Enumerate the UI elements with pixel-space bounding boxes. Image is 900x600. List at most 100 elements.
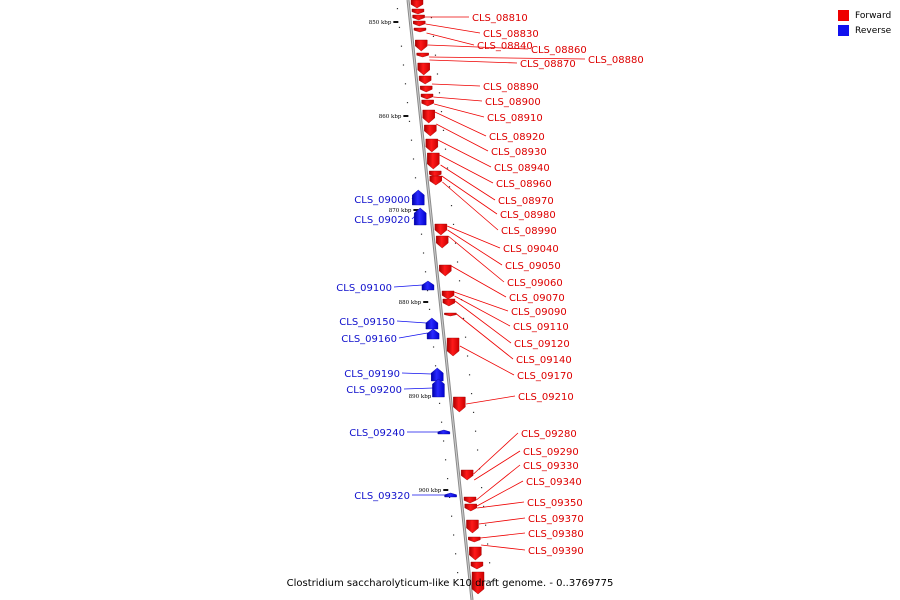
forward-gene[interactable] <box>410 0 424 9</box>
forward-gene[interactable] <box>417 62 430 76</box>
reverse-gene[interactable] <box>421 280 435 291</box>
forward-gene[interactable] <box>435 235 449 249</box>
forward-gene-label[interactable]: CLS_09090 <box>511 307 567 318</box>
forward-gene-label[interactable]: CLS_08810 <box>472 13 528 24</box>
leader-line <box>481 544 526 551</box>
legend-forward: Forward <box>838 8 891 23</box>
forward-gene[interactable] <box>441 290 455 300</box>
forward-gene[interactable] <box>425 138 439 153</box>
forward-gene-label[interactable]: CLS_09350 <box>527 498 583 509</box>
forward-gene-label[interactable]: CLS_08890 <box>483 82 539 93</box>
legend: Forward Reverse <box>838 8 891 38</box>
forward-gene-label[interactable]: CLS_08920 <box>489 132 545 143</box>
forward-gene-label[interactable]: CLS_09060 <box>507 278 563 289</box>
reverse-gene[interactable] <box>413 207 427 226</box>
reverse-gene-label[interactable]: CLS_09200 <box>346 385 402 396</box>
forward-gene[interactable] <box>466 519 479 534</box>
forward-gene-label[interactable]: CLS_08960 <box>496 179 552 190</box>
forward-gene-label[interactable]: CLS_08980 <box>500 210 556 221</box>
reverse-gene-label[interactable]: CLS_09240 <box>349 428 405 439</box>
leader-line <box>480 532 526 539</box>
forward-gene[interactable] <box>427 152 440 170</box>
leader-line <box>447 229 503 266</box>
forward-gene-label[interactable]: CLS_08900 <box>485 97 541 108</box>
forward-gene[interactable] <box>421 99 434 107</box>
forward-gene-label[interactable]: CLS_08860 <box>531 45 587 56</box>
reverse-gene-label[interactable]: CLS_09000 <box>354 195 410 206</box>
forward-gene-label[interactable]: CLS_08970 <box>498 196 554 207</box>
reverse-gene[interactable] <box>426 328 440 340</box>
forward-gene-label[interactable]: CLS_08840 <box>477 41 533 52</box>
reverse-gene-label[interactable]: CLS_09020 <box>354 215 410 226</box>
reverse-gene-label[interactable]: CLS_09100 <box>336 283 392 294</box>
reverse-swatch <box>838 25 849 36</box>
forward-gene-label[interactable]: CLS_09390 <box>528 546 584 557</box>
forward-gene-label[interactable]: CLS_09070 <box>509 293 565 304</box>
forward-gene[interactable] <box>422 109 435 124</box>
forward-gene[interactable] <box>416 52 429 58</box>
forward-gene[interactable] <box>442 298 456 307</box>
forward-gene[interactable] <box>434 223 448 236</box>
forward-gene[interactable] <box>420 93 434 100</box>
forward-gene[interactable] <box>415 39 428 52</box>
forward-gene-label[interactable]: CLS_08910 <box>487 113 543 124</box>
reverse-gene[interactable] <box>432 378 445 398</box>
forward-gene[interactable] <box>429 170 442 178</box>
forward-gene-label[interactable]: CLS_08830 <box>483 29 539 40</box>
forward-gene[interactable] <box>413 20 426 27</box>
tick-label: 870 kbp <box>389 208 412 214</box>
forward-gene[interactable] <box>471 571 485 595</box>
forward-gene[interactable] <box>463 496 477 504</box>
reverse-gene-label[interactable]: CLS_09150 <box>339 317 395 328</box>
forward-gene[interactable] <box>444 312 457 317</box>
forward-gene[interactable] <box>411 8 425 15</box>
leader-line <box>473 432 519 475</box>
forward-gene[interactable] <box>418 75 432 85</box>
forward-gene-label[interactable]: CLS_09340 <box>526 477 582 488</box>
leader-line <box>434 111 487 137</box>
forward-gene-label[interactable]: CLS_09170 <box>517 371 573 382</box>
forward-gene[interactable] <box>464 503 477 512</box>
leader-line <box>426 32 475 46</box>
forward-gene[interactable] <box>413 27 427 33</box>
forward-gene[interactable] <box>424 124 437 137</box>
forward-gene-label[interactable]: CLS_09140 <box>516 355 572 366</box>
reverse-gene[interactable] <box>437 429 451 435</box>
reverse-gene-label[interactable]: CLS_09160 <box>341 334 397 345</box>
forward-gene-label[interactable]: CLS_09210 <box>518 392 574 403</box>
reverse-gene[interactable] <box>431 367 444 382</box>
forward-gene-label[interactable]: CLS_08870 <box>520 59 576 70</box>
forward-gene[interactable] <box>453 396 466 413</box>
forward-gene-label[interactable]: CLS_09330 <box>523 461 579 472</box>
reverse-gene-label[interactable]: CLS_09190 <box>344 369 400 380</box>
forward-gene[interactable] <box>439 264 452 277</box>
forward-gene[interactable] <box>469 546 482 561</box>
forward-gene-label[interactable]: CLS_09380 <box>528 529 584 540</box>
forward-gene[interactable] <box>412 14 425 21</box>
forward-gene-label[interactable]: CLS_08990 <box>501 226 557 237</box>
forward-gene-label[interactable]: CLS_09280 <box>521 429 577 440</box>
forward-gene[interactable] <box>429 175 442 186</box>
leader-line <box>442 181 499 231</box>
forward-gene-label[interactable]: CLS_08940 <box>494 163 550 174</box>
forward-gene[interactable] <box>419 85 433 93</box>
forward-gene-label[interactable]: CLS_09050 <box>505 261 561 272</box>
forward-gene-label[interactable]: CLS_09110 <box>513 322 569 333</box>
forward-gene-label[interactable]: CLS_08880 <box>588 55 644 66</box>
leader-line <box>429 59 518 64</box>
reverse-gene-label[interactable]: CLS_09320 <box>354 491 410 502</box>
forward-gene-label[interactable]: CLS_09120 <box>514 339 570 350</box>
reverse-gene[interactable] <box>425 317 439 330</box>
forward-gene[interactable] <box>470 561 484 570</box>
forward-gene-label[interactable]: CLS_09040 <box>503 244 559 255</box>
leader-line <box>466 395 516 405</box>
forward-gene[interactable] <box>460 469 474 481</box>
forward-gene-label[interactable]: CLS_09290 <box>523 447 579 458</box>
reverse-gene[interactable] <box>444 492 457 498</box>
forward-gene[interactable] <box>446 337 460 357</box>
forward-gene-label[interactable]: CLS_09370 <box>528 514 584 525</box>
legend-reverse: Reverse <box>838 23 891 38</box>
forward-gene-label[interactable]: CLS_08930 <box>491 147 547 158</box>
forward-gene[interactable] <box>468 536 481 543</box>
reverse-gene[interactable] <box>412 189 425 206</box>
